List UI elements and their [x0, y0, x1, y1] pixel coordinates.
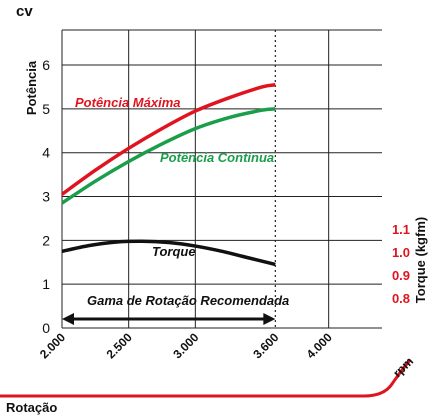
series-potencia-continua	[61, 107, 276, 205]
x-axis-label: Rotação	[6, 400, 57, 415]
y-tick-label: 0	[42, 320, 50, 336]
recommended-range-label: Gama de Rotação Recomendada	[87, 293, 289, 308]
range-arrow-head-left	[62, 313, 74, 325]
series-torque	[61, 239, 276, 267]
x-tick-label: 3.000	[170, 330, 201, 361]
secondary-y-tick-label: 1.1	[392, 222, 410, 237]
x-tick-label: 2.500	[104, 330, 135, 361]
annotation-layer	[62, 313, 276, 325]
x-tick-label: 4.000	[304, 330, 335, 361]
y-axis-label: Potência	[24, 60, 39, 115]
y-tick-label: 2	[42, 232, 50, 248]
y-tick-label: 1	[42, 276, 50, 292]
secondary-y-tick-label: 1.0	[392, 245, 410, 260]
series-potencia-maxima	[60, 83, 276, 196]
chart-axes	[0, 30, 412, 398]
x-tick-label: 3.600	[250, 330, 281, 361]
chart-grid	[61, 29, 382, 329]
label-torque: Torque	[152, 244, 196, 259]
secondary-y-tick-label: 0.8	[392, 291, 410, 306]
y-tick-label: 6	[42, 57, 50, 73]
y-tick-label: 4	[42, 145, 50, 161]
secondary-y-tick-label: 0.9	[392, 268, 410, 283]
range-arrow-head-right	[263, 313, 276, 325]
x-unit-label: rpm	[390, 354, 416, 380]
y-tick-label: 5	[42, 101, 50, 117]
y-unit-label: cv	[16, 3, 33, 20]
rotation-swoosh	[0, 359, 412, 398]
label-potencia-maxima: Potência Máxima	[75, 95, 181, 110]
series-layer	[60, 83, 276, 267]
y-tick-label: 3	[42, 189, 50, 205]
label-potencia-continua: Potência Contínua	[160, 150, 274, 165]
secondary-y-axis-label: Torque (kgfm)	[413, 217, 428, 303]
